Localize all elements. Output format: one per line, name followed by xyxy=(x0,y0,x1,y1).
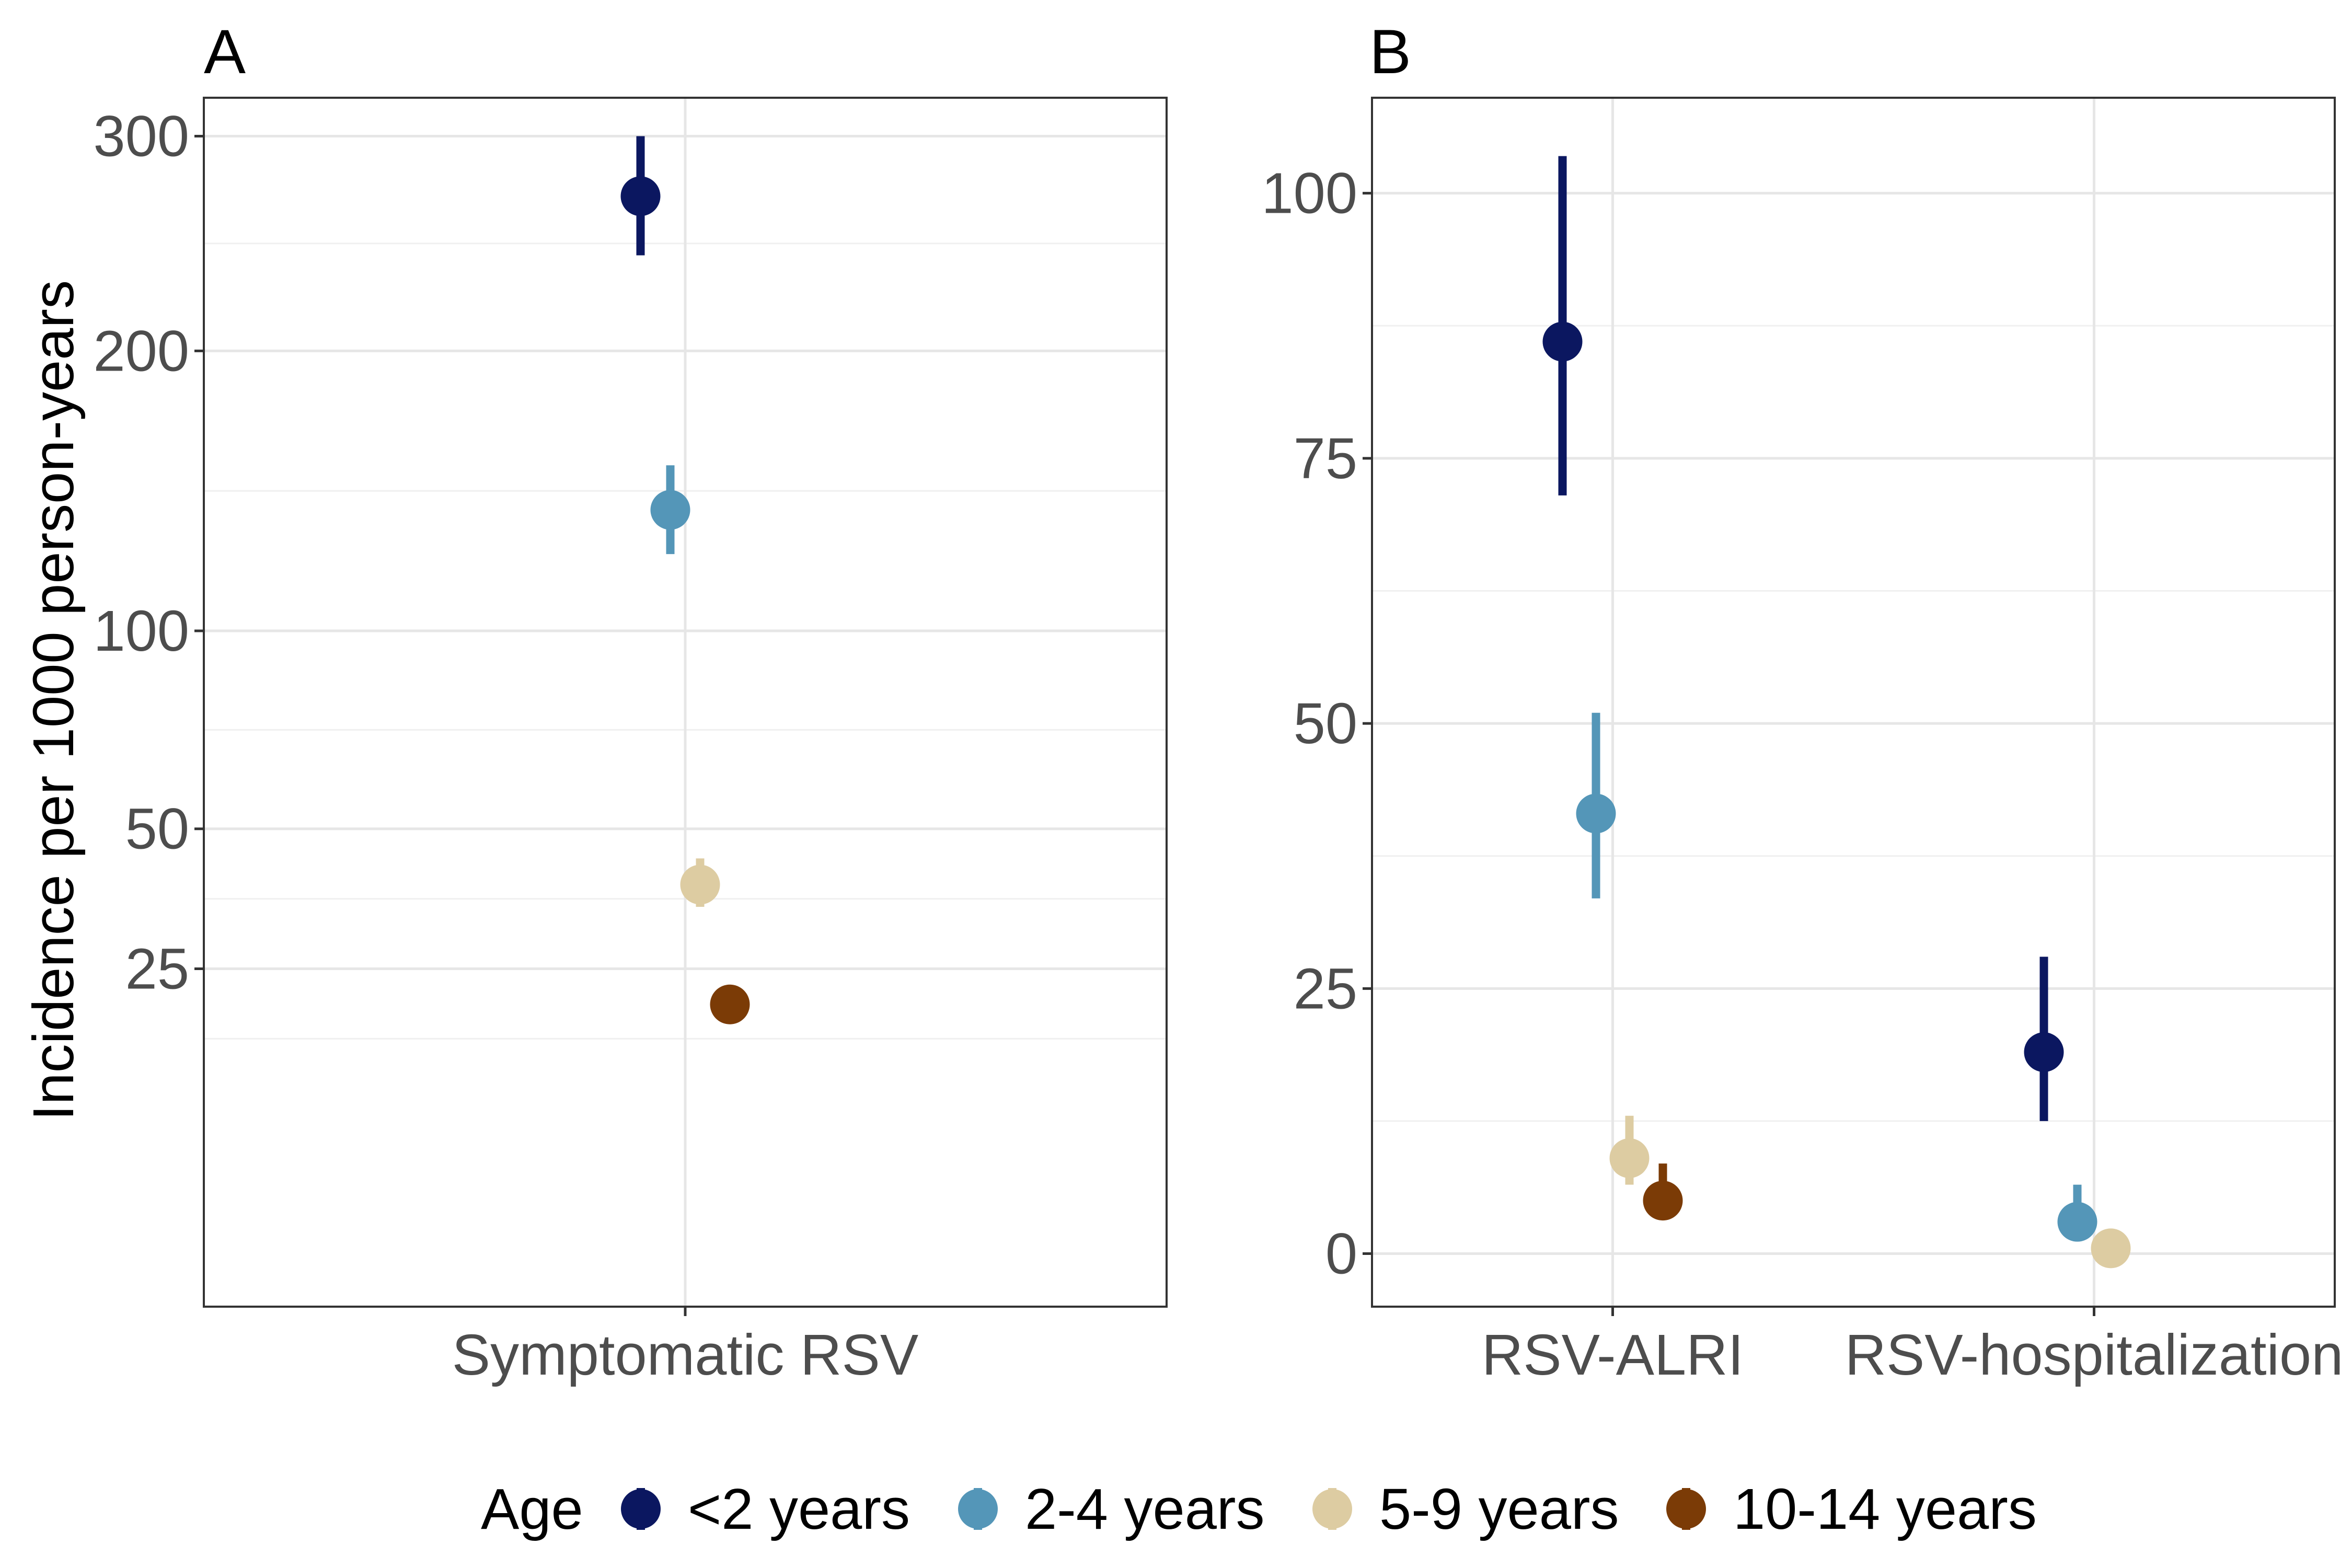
legend-title: Age xyxy=(481,1477,583,1541)
y-tick-label: 75 xyxy=(1294,426,1357,491)
legend-items: <2 years 2-4 years 5-9 years 10-14 years xyxy=(621,1477,2037,1541)
data-point xyxy=(1576,793,1616,834)
data-point xyxy=(2024,1032,2064,1073)
panel-a-letter: A xyxy=(204,17,246,87)
data-point xyxy=(1643,1181,1683,1221)
data-point xyxy=(620,176,661,216)
y-tick-label: 0 xyxy=(1325,1222,1357,1286)
y-tick-label: 25 xyxy=(125,937,189,1001)
legend-key-point xyxy=(621,1489,661,1529)
y-tick-label: 300 xyxy=(93,104,189,168)
data-point xyxy=(1609,1138,1650,1178)
data-point xyxy=(2057,1202,2097,1242)
y-tick-label: 50 xyxy=(1294,691,1357,756)
legend-label: 2-4 years xyxy=(1025,1477,1265,1541)
data-point xyxy=(710,984,750,1024)
panel-a: 25 50 100 200 300 Symptomatic RSV xyxy=(93,97,1168,1387)
legend-label: 10-14 years xyxy=(1733,1477,2037,1541)
panel-b: 0 25 50 75 100 RSV-ALRI RSV-hospitalization xyxy=(1261,97,2344,1387)
panel-border xyxy=(203,97,1168,1308)
data-point xyxy=(650,490,690,530)
panel-b-letter: B xyxy=(1369,17,1411,87)
y-tick-label: 100 xyxy=(93,599,189,663)
data-point xyxy=(2091,1228,2131,1269)
x-category-label: RSV-ALRI xyxy=(1482,1323,1744,1387)
x-category-label: RSV-hospitalization xyxy=(1845,1323,2344,1387)
y-tick-label: 50 xyxy=(125,797,189,861)
legend-label: 5-9 years xyxy=(1379,1477,1619,1541)
legend-label: <2 years xyxy=(688,1477,910,1541)
y-tick-label: 25 xyxy=(1294,956,1357,1021)
legend-key-point xyxy=(1312,1489,1352,1529)
y-tick-label: 100 xyxy=(1261,162,1357,226)
panel-border xyxy=(1371,97,2336,1308)
data-point xyxy=(680,864,720,905)
legend-key-point xyxy=(958,1489,998,1529)
y-axis-title: Incidence per 1000 person-years xyxy=(21,280,86,1121)
y-tick-label: 200 xyxy=(93,319,189,383)
legend-key-point xyxy=(1666,1489,1706,1529)
x-category-label: Symptomatic RSV xyxy=(452,1323,918,1387)
legend: Age <2 years 2-4 years 5-9 years 10-14 year… xyxy=(481,1477,2037,1541)
data-point xyxy=(1542,321,1583,362)
